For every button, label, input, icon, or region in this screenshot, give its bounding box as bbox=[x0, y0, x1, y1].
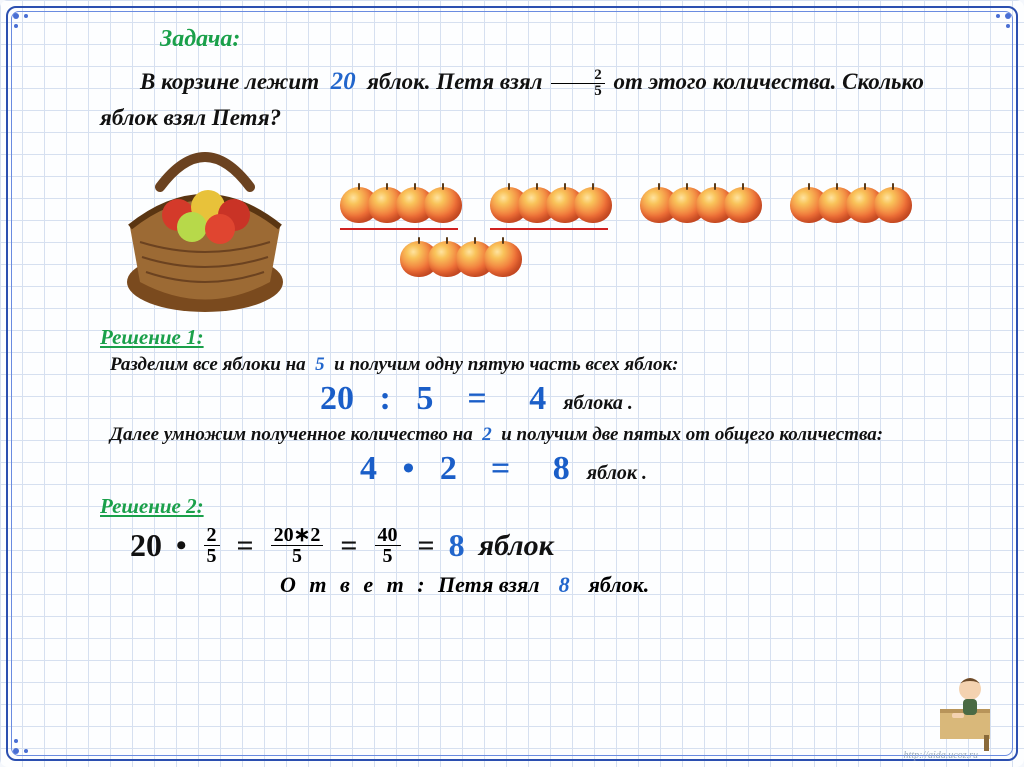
answer-n: 8 bbox=[559, 572, 570, 597]
s2-frac3: 40 5 bbox=[375, 525, 401, 566]
student-illustration bbox=[930, 663, 1010, 753]
s2-f1-n: 2 bbox=[204, 525, 220, 546]
answer-text-b: яблок. bbox=[589, 572, 650, 597]
apple-group bbox=[400, 241, 522, 277]
s2-a: 20 bbox=[130, 527, 162, 564]
problem-text-1: В корзине лежит bbox=[140, 69, 319, 94]
s2-result: 8 bbox=[449, 527, 465, 564]
solution2-heading: Решение 2: bbox=[100, 494, 984, 519]
s2-eq1: = bbox=[237, 529, 254, 563]
s2-f3-n: 40 bbox=[375, 525, 401, 546]
sol1-l1-b: и получим одну пятую часть всех яблок: bbox=[334, 354, 678, 375]
s2-f2-d: 5 bbox=[289, 546, 305, 566]
corner-decor-bl bbox=[10, 733, 34, 757]
apple-group bbox=[790, 187, 912, 223]
s2-eq3: = bbox=[418, 529, 435, 563]
apple-icon bbox=[724, 187, 762, 223]
eq1-unit: яблока . bbox=[563, 392, 633, 414]
problem-count: 20 bbox=[331, 68, 356, 95]
slide-content: Задача: В корзине лежит 20 яблок. Петя в… bbox=[100, 20, 984, 747]
fraction-numerator: 2 bbox=[551, 68, 605, 84]
s2-f3-d: 5 bbox=[380, 546, 396, 566]
eq2-eq: = bbox=[491, 450, 510, 487]
s2-eq2: = bbox=[340, 529, 357, 563]
eq2-unit: яблок . bbox=[587, 462, 647, 484]
apple-group bbox=[490, 187, 612, 223]
s2-frac2: 20∗2 5 bbox=[271, 525, 324, 566]
watermark-text: http://aida.ucoz.ru bbox=[904, 750, 978, 761]
eq1-op: : bbox=[380, 380, 391, 417]
problem-fraction: 2 5 bbox=[551, 68, 605, 99]
apple-icon bbox=[484, 241, 522, 277]
s2-op: • bbox=[176, 529, 187, 563]
solution1-line2: Далее умножим полученное количество на 2… bbox=[110, 424, 984, 446]
eq2-b: 2 bbox=[440, 450, 457, 487]
apple-row-0 bbox=[340, 187, 912, 223]
answer-text-a: Петя взял bbox=[438, 572, 540, 597]
apple-row-1 bbox=[340, 241, 912, 277]
eq1-a: 20 bbox=[320, 380, 354, 417]
group-underline bbox=[340, 228, 458, 230]
s2-f1-d: 5 bbox=[204, 546, 220, 566]
eq1-eq: = bbox=[467, 380, 486, 417]
eq2-rhs: 8 bbox=[553, 450, 570, 487]
sol1-l2-b: и получим две пятых от общего количества… bbox=[501, 424, 883, 445]
apple-group bbox=[640, 187, 762, 223]
eq1-rhs: 4 bbox=[529, 380, 546, 417]
group-underline bbox=[490, 228, 608, 230]
problem-text-2: яблок. Петя взял bbox=[367, 69, 542, 94]
eq2-a: 4 bbox=[360, 450, 377, 487]
solution1-line1: Разделим все яблоки на 5 и получим одну … bbox=[110, 354, 984, 376]
solution1-heading: Решение 1: bbox=[100, 325, 984, 350]
apple-group bbox=[340, 187, 462, 223]
apple-icon bbox=[424, 187, 462, 223]
corner-decor-tr bbox=[990, 10, 1014, 34]
solution2-expression: 20 • 2 5 = 20∗2 5 = 40 5 = 8 яблок bbox=[130, 525, 984, 566]
s2-unit: яблок bbox=[479, 529, 554, 563]
basket-image bbox=[100, 147, 310, 317]
sol1-l2-n: 2 bbox=[482, 424, 492, 445]
apple-groups bbox=[340, 187, 912, 277]
s2-f2-n: 20∗2 bbox=[271, 525, 324, 546]
eq1-b: 5 bbox=[416, 380, 433, 417]
answer-line: О т в е т : Петя взял 8 яблок. bbox=[280, 572, 984, 598]
illustration-row bbox=[100, 147, 984, 317]
problem-title: Задача: bbox=[160, 26, 984, 53]
sol1-l2-a: Далее умножим полученное количество на bbox=[110, 424, 473, 445]
sol1-l1-n: 5 bbox=[315, 354, 325, 375]
problem-statement: В корзине лежит 20 яблок. Петя взял 2 5 … bbox=[100, 63, 984, 135]
solution1-eq1: 20 : 5 = 4 яблока . bbox=[100, 380, 984, 418]
fraction-denominator: 5 bbox=[551, 84, 605, 99]
sol1-l1-a: Разделим все яблоки на bbox=[110, 354, 306, 375]
apple-icon bbox=[874, 187, 912, 223]
eq2-op: • bbox=[403, 450, 415, 487]
apple-icon bbox=[574, 187, 612, 223]
corner-decor-tl bbox=[10, 10, 34, 34]
answer-label: О т в е т : bbox=[280, 572, 429, 597]
solution1-eq2: 4 • 2 = 8 яблок . bbox=[100, 450, 984, 488]
s2-frac1: 2 5 bbox=[204, 525, 220, 566]
